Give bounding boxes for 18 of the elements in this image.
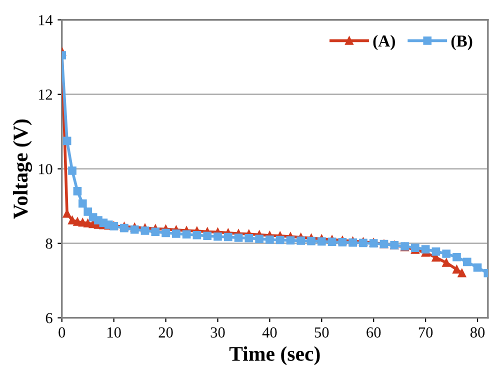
x-axis-title: Time (sec) xyxy=(229,346,320,366)
x-tick-label: 80 xyxy=(470,327,485,338)
x-tick-label: 10 xyxy=(108,327,121,338)
x-tick-label: 50 xyxy=(314,327,329,338)
y-tick-label: 14 xyxy=(38,15,53,26)
y-axis-title: Voltage (V) xyxy=(12,120,32,219)
y-tick-label: 6 xyxy=(46,313,52,324)
legend-label: (B) xyxy=(451,34,472,50)
x-tick-label: 0 xyxy=(58,327,66,338)
legend-label: (A) xyxy=(373,34,395,50)
x-tick-label: 40 xyxy=(262,327,277,338)
y-tick-label: 10 xyxy=(38,164,52,174)
x-tick-label: 70 xyxy=(418,327,433,338)
x-tick-label: 60 xyxy=(366,327,381,338)
x-tick-label: 20 xyxy=(158,327,173,338)
x-tick-label: 30 xyxy=(210,327,225,338)
y-tick-label: 12 xyxy=(38,90,52,100)
y-tick-label: 8 xyxy=(46,238,52,249)
